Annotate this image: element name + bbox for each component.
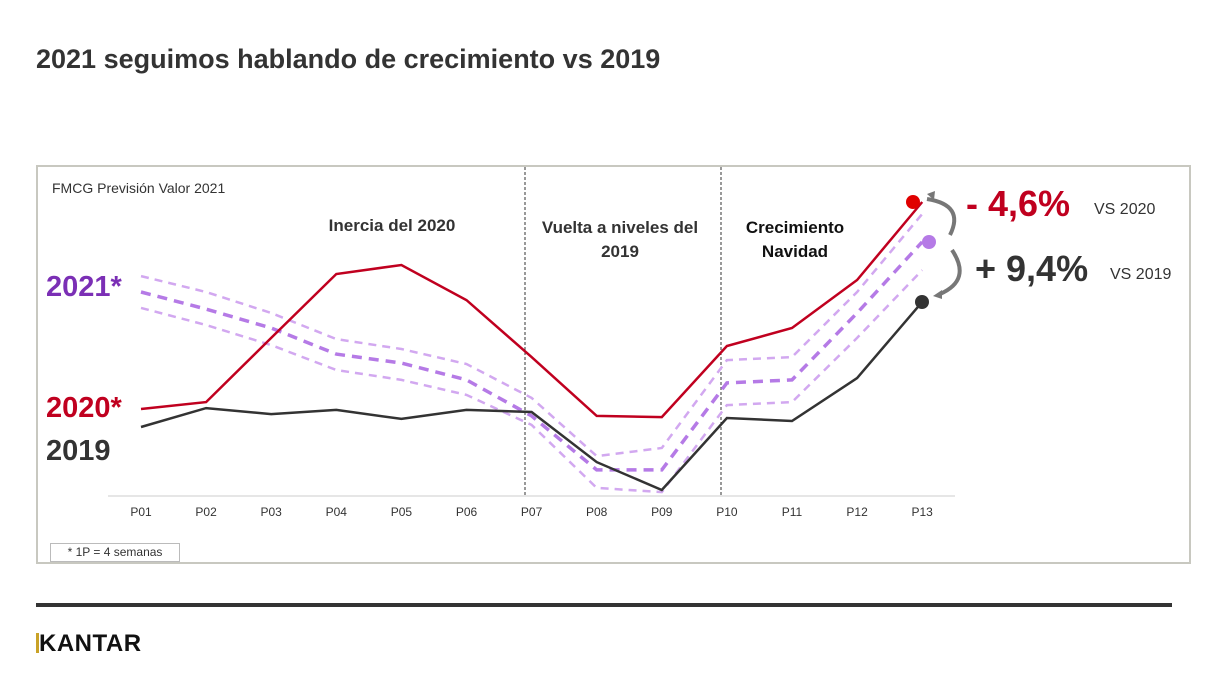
vs2019-value: + 9,4% [975,248,1089,289]
series-line-2020 [140,201,924,419]
series-line-2021 [140,240,924,472]
x-tick-label: P05 [390,505,413,519]
section-label: Inercia del 2020 [328,216,456,235]
dot-2021 [922,235,936,249]
x-tick-label: P01 [130,505,152,519]
vs2019-label: VS 2019 [1110,266,1172,283]
x-tick-label: P07 [520,505,543,519]
series-line-2021-upper [140,213,924,458]
legend-2021: 2021* [46,271,122,303]
arrowhead-icon [927,191,935,200]
x-tick-label: P12 [846,505,868,519]
vs2020-label: VS 2020 [1094,201,1156,218]
x-tick-label: P13 [911,505,933,519]
arrowhead-icon [933,290,942,299]
series-line-2021-lower [140,269,924,494]
x-tick-label: P06 [455,505,478,519]
dot-2020 [906,195,920,209]
kantar-logo: KANTAR [36,630,142,658]
x-tick-label: P10 [716,505,738,519]
vs2020-value: - 4,6% [966,183,1071,224]
arrow-icon [926,197,957,236]
x-tick-label: P04 [325,505,347,519]
x-tick-label: P08 [586,505,608,519]
divider [36,603,1172,607]
legend-2020: 2020* [46,392,122,424]
footnote: * 1P = 4 semanas [50,543,180,562]
section-label: Crecimiento Navidad [745,218,845,261]
x-tick-label: P02 [195,505,217,519]
page-title: 2021 seguimos hablando de crecimiento vs… [36,44,661,74]
legend-2019: 2019 [46,435,111,467]
series-line-2019 [140,301,924,492]
x-tick-label: P11 [781,505,803,519]
arrow-icon [939,248,962,296]
x-tick-label: P03 [260,505,282,519]
section-label: Vuelta a niveles del 2019 [541,218,699,261]
chart-frame [36,165,1191,564]
logo-text: KANTAR [39,630,142,657]
x-tick-label: P09 [651,505,673,519]
chart-title: FMCG Previsión Valor 2021 [52,180,226,196]
dot-2019 [915,295,929,309]
